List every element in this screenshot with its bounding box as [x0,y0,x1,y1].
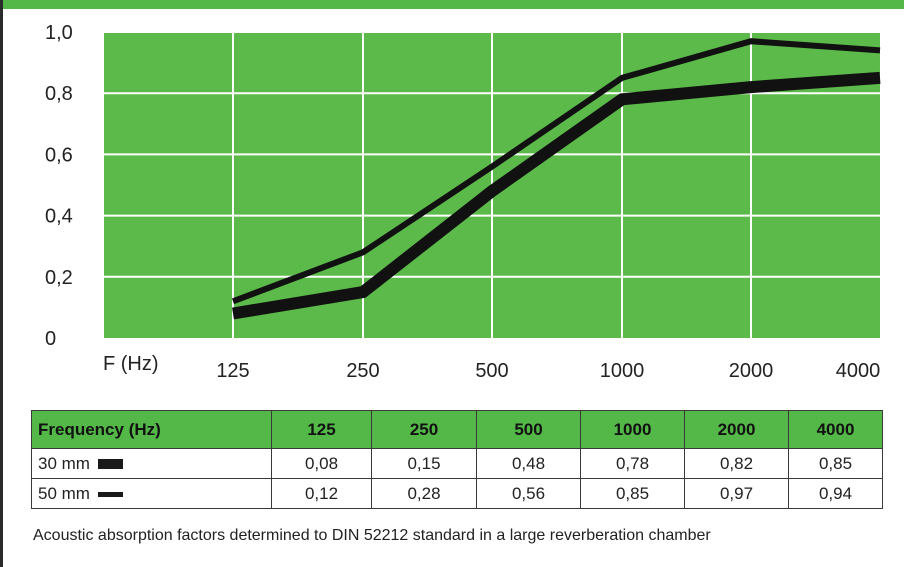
x-tick-label: 2000 [729,360,774,382]
row-label: 30 mm [38,453,90,473]
table-header-cell: 500 [476,410,581,449]
table-header-row: Frequency (Hz) 125 250 500 1000 2000 400… [31,410,883,449]
table-cell: 0,85 [788,448,883,479]
table-header-cell: 1000 [580,410,685,449]
table-cell: 0,12 [271,478,372,509]
y-tick-label: 0,8 [45,83,73,105]
series-lines [231,38,881,320]
table-header-cell: 4000 [788,410,883,449]
table-cell: 0,56 [476,478,581,509]
legend-swatch-thin [97,491,123,497]
table-cell: 0,78 [580,448,685,479]
table-cell: 0,28 [371,478,477,509]
table-cell: 0,08 [271,448,372,479]
title-band [3,0,904,9]
frame-border [0,0,3,567]
caption: Acoustic absorption factors determined t… [33,527,711,544]
table-cell: 0,85 [580,478,685,509]
y-tick-label: 0 [45,328,56,350]
table-cell: 0,82 [684,448,789,479]
row-label: 50 mm [38,483,90,503]
x-tick-label: 500 [475,360,508,382]
x-tick-label: 4000 [836,360,881,382]
table-row: 30 mm 0,08 0,15 0,48 0,78 0,82 0,85 [31,448,883,479]
table-cell: 0,15 [371,448,477,479]
x-tick-label: 1000 [600,360,645,382]
x-axis-ticks: 125 250 500 1000 2000 4000 [216,360,880,382]
table-header-cell: 2000 [684,410,789,449]
y-tick-label: 1,0 [45,22,73,44]
table-header-cell: 125 [271,410,372,449]
table-header-cell: Frequency (Hz) [31,410,272,449]
x-tick-label: 125 [216,360,249,382]
y-tick-label: 0,4 [45,206,73,228]
row-label-cell: 50 mm [31,478,272,509]
legend-swatch-thick [97,459,123,470]
table-cell: 0,97 [684,478,789,509]
y-tick-label: 0,6 [45,144,73,166]
x-tick-label: 250 [346,360,379,382]
y-tick-label: 0,2 [45,267,73,289]
table-header-cell: 250 [371,410,477,449]
table-cell: 0,48 [476,448,581,479]
y-axis-ticks: 0 0,2 0,4 0,6 0,8 1,0 [45,22,73,350]
absorption-chart: 0 0,2 0,4 0,6 0,8 1,0 125 250 500 1000 2000 4000 F… [45,22,881,382]
absorption-table: Frequency (Hz) 125 250 500 1000 2000 400… [31,410,883,509]
row-label-cell: 30 mm [31,448,272,479]
series-line-50mm [231,38,881,305]
x-axis-label: F (Hz) [103,353,159,375]
table-row: 50 mm 0,12 0,28 0,56 0,85 0,97 0,94 [31,478,883,509]
table-cell: 0,94 [788,478,883,509]
series-line-30mm [232,71,881,320]
